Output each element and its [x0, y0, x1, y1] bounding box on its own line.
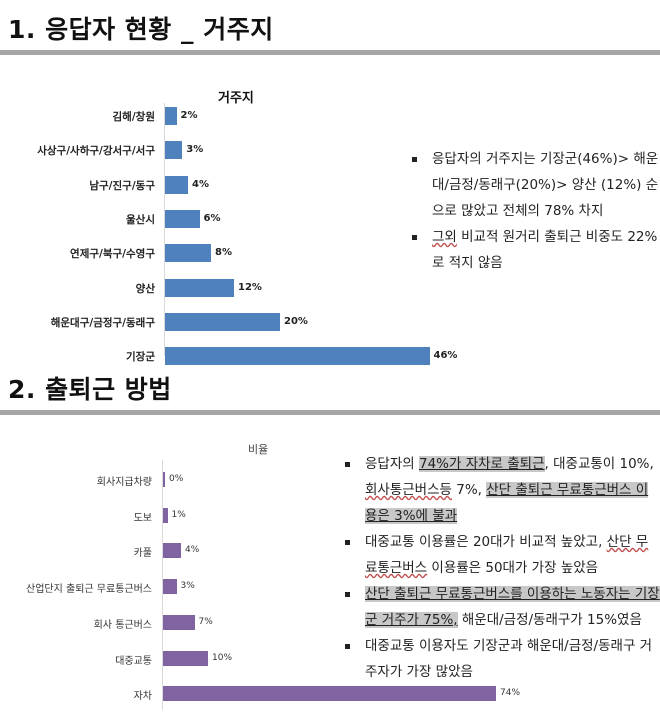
value-label: 4%: [185, 545, 200, 556]
bullet-item: 응답자의 거주지는 기장군(46%)> 해운대/금정/동래구(20%)> 양산 …: [410, 146, 660, 224]
bar: [165, 141, 183, 160]
bar: [165, 209, 200, 228]
value-label: 12%: [238, 281, 262, 293]
value-label: 8%: [215, 247, 232, 259]
value-label: 3%: [186, 144, 204, 156]
category-label: 카풀: [133, 548, 152, 560]
section-1-divider: [0, 50, 660, 55]
category-label: 울산시: [126, 213, 155, 226]
bullet-text: 응답자의: [365, 456, 419, 472]
category-label: 양산: [135, 282, 155, 295]
value-label: 74%: [500, 688, 521, 699]
category-label: 도보: [133, 512, 152, 524]
bullet-item: 대중교통 이용자도 기장군과 해운대/금정/동래구 거주자가 가장 많았음: [343, 633, 660, 685]
chart-title: 비율: [248, 443, 269, 456]
category-label: 연제구/북구/수영구: [70, 248, 155, 261]
value-label: 20%: [284, 315, 308, 327]
bar: [163, 614, 195, 630]
bullet-item: 산단 출퇴근 무료통근버스를 이용하는 노동자는 기장군 거주가 75%, 해운…: [343, 581, 660, 633]
bullet-item: 대중교통 이용률은 20대가 비교적 높았고, 산단 무료통근버스 이용률은 5…: [343, 529, 660, 581]
bar: [165, 175, 188, 194]
category-label: 해운대구/금정구/동래구: [50, 316, 155, 329]
section-1-title: 1. 응답자 현황 _ 거주지: [8, 15, 274, 44]
section-1-bullets: 응답자의 거주지는 기장군(46%)> 해운대/금정/동래구(20%)> 양산 …: [410, 146, 660, 276]
bullet-text: 비교적 원거리 출퇴근 비중도 22%로 적지 않음: [432, 229, 658, 271]
bullet-text: 해운대/금정/동래구가 15%였음: [457, 612, 642, 628]
category-label: 회사지급차량: [96, 477, 152, 488]
bar: [165, 244, 211, 263]
section-2-bullets: 응답자의 74%가 자차로 출퇴근, 대중교통이 10%, 회사통근버스등 7%…: [343, 451, 660, 685]
value-label: 1%: [171, 509, 186, 520]
value-label: 6%: [203, 212, 221, 224]
value-label: 2%: [180, 110, 198, 121]
bar: [163, 543, 181, 559]
bar: [165, 312, 280, 331]
value-label: 7%: [198, 616, 213, 627]
category-label: 사상구/사하구/강서구/서구: [37, 145, 155, 158]
chart-axis: [162, 460, 163, 710]
bar: [165, 107, 177, 125]
value-label: 46%: [433, 350, 458, 362]
bullet-text: , 대중교통이 10%,: [544, 456, 654, 472]
value-label: 3%: [180, 581, 195, 592]
bar: [163, 507, 168, 523]
category-label: 남구/진구/동구: [89, 179, 155, 192]
bullet-item: 그외 비교적 원거리 출퇴근 비중도 22%로 적지 않음: [410, 224, 660, 276]
category-label: 산업단지 출퇴근 무료통근버스: [26, 584, 152, 596]
bar: [163, 686, 496, 702]
bullet-text-highlighted: 74%가 자차로 출퇴근: [418, 456, 545, 472]
bullet-text: 이용률은 50대가 가장 높았음: [427, 560, 599, 576]
category-label: 회사 통근버스: [93, 619, 152, 631]
bar: [165, 278, 234, 297]
bar: [165, 347, 430, 366]
category-label: 대중교통: [115, 655, 152, 667]
bullet-text: 7%,: [451, 482, 487, 498]
chart-axis: [164, 103, 165, 356]
chart-title: 거주지: [218, 91, 254, 106]
value-label: 0%: [169, 474, 184, 484]
bullet-text-underlined: 회사통근버스등: [365, 482, 452, 498]
bullet-text-underlined: 산단 무료통근버스: [365, 534, 649, 576]
category-label: 기장군: [126, 351, 155, 364]
section-2-title: 2. 출퇴근 방법: [8, 375, 172, 404]
value-label: 10%: [212, 652, 233, 663]
category-label: 김해/창원: [112, 111, 155, 123]
bullet-text-underlined: 그외: [432, 229, 457, 245]
bar: [163, 650, 208, 666]
bullet-item: 응답자의 74%가 자차로 출퇴근, 대중교통이 10%, 회사통근버스등 7%…: [343, 451, 660, 529]
bullet-text: 응답자의 거주지는 기장군(46%)> 해운대/금정/동래구(20%)> 양산 …: [432, 151, 659, 219]
value-label: 4%: [192, 178, 209, 190]
bar: [163, 579, 177, 595]
bar: [163, 472, 165, 487]
category-label: 자차: [133, 691, 152, 703]
section-2-divider: [0, 410, 660, 415]
bullet-text: 대중교통 이용자도 기장군과 해운대/금정/동래구 거주자가 가장 많았음: [365, 638, 653, 680]
bullet-text: 대중교통 이용률은 20대가 비교적 높았고,: [365, 534, 607, 550]
